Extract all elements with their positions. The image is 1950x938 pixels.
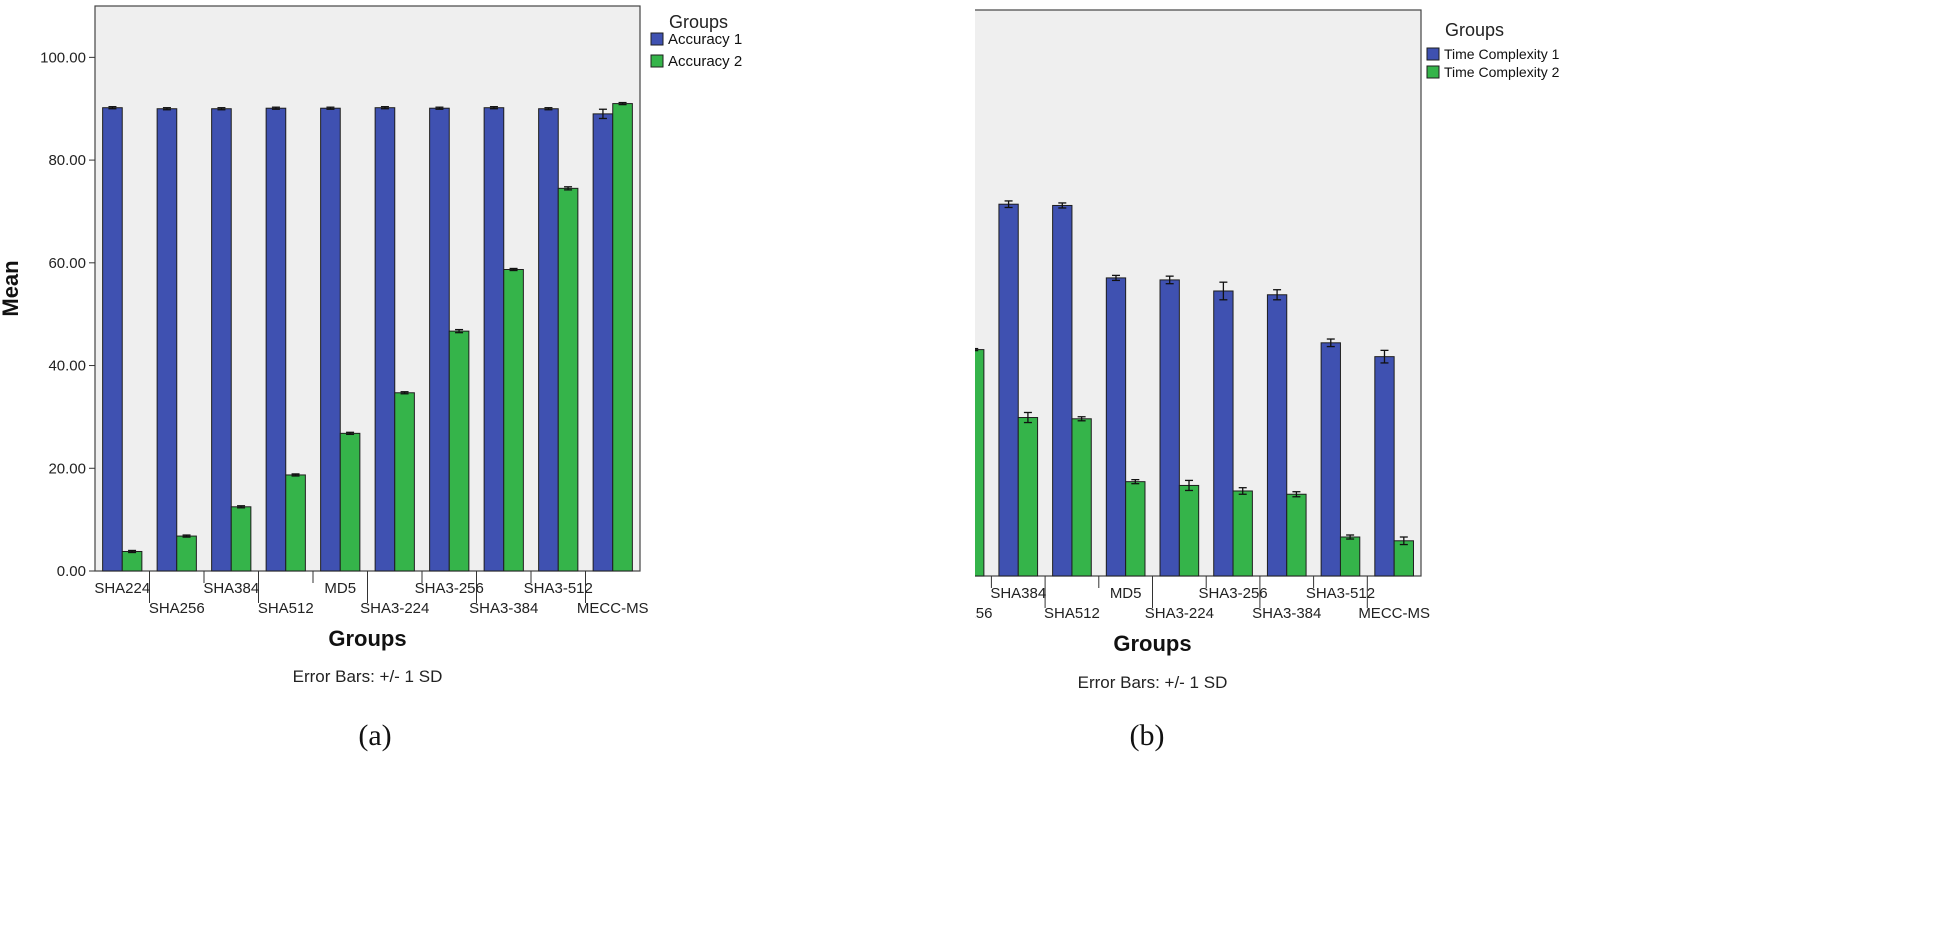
bar-series1 — [1052, 204, 1073, 577]
bar-series1 — [1320, 342, 1341, 577]
x-tick-label: SHA3-512 — [1306, 585, 1375, 602]
bar-series2 — [394, 392, 415, 572]
x-tick-label: SHA256 — [975, 605, 992, 622]
x-axis-label: Groups — [1113, 631, 1191, 656]
panel-caption: (b) — [1130, 719, 1165, 752]
bar-series1 — [429, 107, 450, 572]
legend-title: Groups — [1445, 20, 1504, 40]
panel-caption: (a) — [358, 719, 391, 752]
x-tick-label: SHA3-384 — [1252, 605, 1321, 622]
error-bars-note: Error Bars: +/- 1 SD — [293, 667, 443, 686]
x-axis-label: Groups — [328, 626, 406, 651]
bar-series1 — [1374, 356, 1395, 577]
bar-series1 — [538, 108, 559, 572]
bar-series2 — [1286, 493, 1307, 577]
x-tick-label: SHA512 — [258, 600, 314, 617]
bar-series2 — [1125, 481, 1146, 577]
x-tick-label: SHA3-224 — [1145, 605, 1214, 622]
x-tick-label: SHA256 — [149, 600, 205, 617]
legend-title: Groups — [669, 12, 728, 32]
bar-series2 — [975, 349, 985, 577]
bar-series2 — [1393, 540, 1414, 577]
bar-series1 — [102, 107, 123, 572]
bar-series2 — [1339, 536, 1361, 577]
bar-series2 — [1071, 418, 1092, 577]
y-tick-label: 40.00 — [48, 358, 86, 375]
x-tick-label: SHA3-384 — [469, 600, 538, 617]
legend-label: Time Complexity 2 — [1444, 64, 1560, 80]
bar-series1 — [265, 107, 287, 572]
bar-series2 — [1017, 417, 1039, 577]
bar-series2 — [503, 268, 524, 572]
chart-group: 0.005.0010.0015.0020.00SHA224SHA256SHA38… — [975, 9, 1560, 752]
bar-series1 — [1159, 279, 1180, 577]
bar-series2 — [557, 187, 579, 572]
legend-swatch — [1426, 65, 1440, 79]
x-tick-label: MD5 — [1110, 585, 1142, 602]
x-tick-label: SHA3-256 — [415, 580, 484, 597]
x-tick-label: MECC-MS — [577, 600, 649, 617]
x-tick-label: MD5 — [324, 580, 356, 597]
bar-series1 — [374, 107, 396, 572]
bar-series2 — [121, 550, 143, 572]
bar-series2 — [448, 330, 470, 572]
bar-series2 — [612, 103, 633, 572]
chart-group: 0.00 20.00 40.00 60.00 80.00 100.00 SHA224 SHA2… — [0, 5, 742, 752]
y-tick-label: 0.00 — [57, 563, 86, 580]
x-tick-label: SHA3-512 — [524, 580, 593, 597]
bar-series1 — [320, 107, 341, 572]
y-tick-label: 80.00 — [48, 152, 86, 169]
legend-swatch — [1426, 47, 1440, 61]
bar-series2 — [1178, 484, 1200, 577]
bar-series2 — [176, 535, 197, 572]
bar-series2 — [230, 506, 252, 572]
bar-series1 — [483, 107, 505, 572]
y-tick-label: 60.00 — [48, 255, 86, 272]
bar-series2 — [1232, 490, 1253, 577]
bar-series1 — [1105, 277, 1127, 577]
bar-series2 — [285, 474, 306, 572]
y-tick-label: 20.00 — [48, 460, 86, 477]
x-tick-label: SHA224 — [94, 580, 150, 597]
x-tick-label: SHA512 — [1044, 605, 1100, 622]
bar-series1 — [592, 113, 614, 572]
x-tick-label: SHA384 — [203, 580, 259, 597]
legend-swatch — [650, 32, 664, 46]
plot-area — [975, 9, 1422, 577]
y-axis-label: Mean — [0, 260, 23, 316]
bar-series1 — [1213, 290, 1234, 577]
legend-label: Accuracy 2 — [668, 53, 742, 70]
legend-swatch — [650, 54, 664, 68]
x-tick-label: SHA3-224 — [360, 600, 429, 617]
y-tick-label: 100.00 — [40, 49, 86, 66]
legend-label: Accuracy 1 — [668, 31, 742, 48]
legend-label: Time Complexity 1 — [1444, 46, 1560, 62]
x-tick-label: SHA384 — [990, 585, 1046, 602]
bar-series1 — [156, 108, 178, 572]
error-bars-note: Error Bars: +/- 1 SD — [1078, 673, 1228, 692]
chart-b: 0.005.0010.0015.0020.00SHA224SHA256SHA38… — [975, 9, 1560, 752]
x-tick-label: MECC-MS — [1358, 605, 1430, 622]
bar-series1 — [1266, 294, 1288, 577]
x-tick-label: SHA3-256 — [1198, 585, 1267, 602]
bar-series1 — [211, 108, 232, 572]
bar-series2 — [339, 432, 361, 572]
bar-series1 — [998, 203, 1019, 577]
chart-a: 0.00 20.00 40.00 60.00 80.00 100.00 SHA224 SHA2… — [0, 5, 742, 752]
